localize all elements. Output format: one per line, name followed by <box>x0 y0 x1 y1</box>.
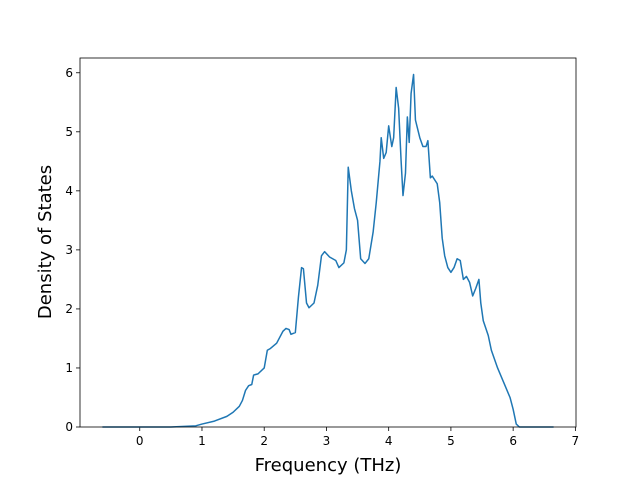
x-axis-label: Frequency (THz) <box>255 455 402 476</box>
plot-frame <box>79 57 577 428</box>
y-axis-label: Density of States <box>35 165 56 319</box>
y-tick-label: 5 <box>65 125 73 139</box>
y-tick-label: 6 <box>65 66 73 80</box>
x-tick-label: 6 <box>509 434 517 448</box>
y-tick-label: 0 <box>65 420 73 434</box>
x-tick-label: 5 <box>447 434 455 448</box>
line <box>102 73 554 428</box>
x-tick-label: 1 <box>198 434 206 448</box>
y-tick-label: 4 <box>65 184 73 198</box>
y-tick-label: 1 <box>65 361 73 375</box>
x-tick-label: 4 <box>385 434 393 448</box>
x-tick-label: 2 <box>260 434 268 448</box>
y-tick-label: 3 <box>65 243 73 257</box>
x-tick-label: 0 <box>136 434 144 448</box>
x-tick-label: 7 <box>572 434 580 448</box>
x-tick-label: 3 <box>323 434 331 448</box>
y-tick-label: 2 <box>65 302 73 316</box>
